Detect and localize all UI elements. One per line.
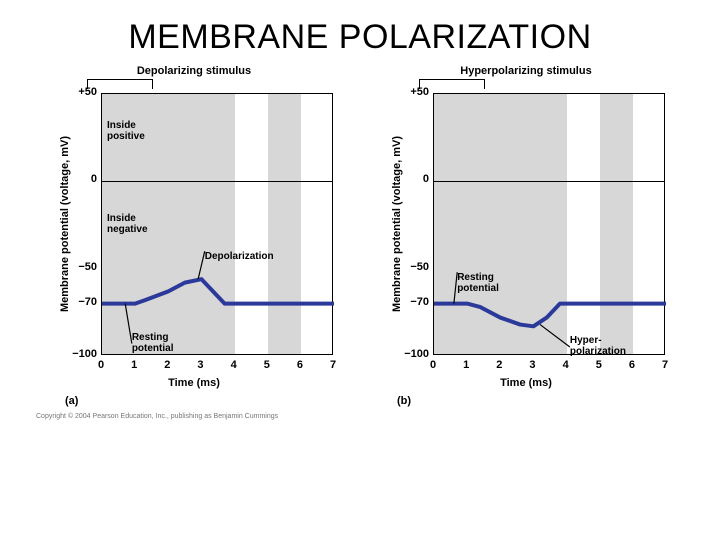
- panel-b-xtick: 6: [629, 359, 635, 371]
- copyright-text: Copyright © 2004 Pearson Education, Inc.…: [36, 413, 720, 420]
- panel-b-stimulus-bracket: [419, 79, 485, 93]
- panel-b-xtick: 2: [496, 359, 502, 371]
- panel-a-stimulus-label: Depolarizing stimulus: [137, 65, 251, 77]
- panel-b-ylabel: Membrane potential (voltage, mV): [387, 136, 403, 312]
- panel-b-stimulus-label: Hyperpolarizing stimulus: [460, 65, 591, 77]
- panel-a-xtick: 4: [231, 359, 237, 371]
- panel-b-xtick: 4: [563, 359, 569, 371]
- chart-panels: Depolarizing stimulus Membrane potential …: [0, 65, 720, 407]
- panel-b-plot-area: RestingpotentialHyper-polarization: [433, 93, 665, 355]
- panel-a-ytick: 0: [91, 173, 97, 185]
- panel-b-xtick: 5: [596, 359, 602, 371]
- panel-b-xtick: 1: [463, 359, 469, 371]
- panel-a-ylabel: Membrane potential (voltage, mV): [55, 136, 71, 312]
- panel-b-xlabel: Time (ms): [500, 377, 552, 389]
- panel-a-leader-resting_potential: [102, 94, 334, 356]
- panel-a: Depolarizing stimulus Membrane potential …: [37, 65, 351, 407]
- panel-b-ytick: 0: [423, 173, 429, 185]
- panel-a-ytick: −70: [78, 296, 97, 308]
- panel-b-letter: (b): [397, 395, 411, 407]
- panel-b-ytick: +50: [410, 86, 429, 98]
- panel-b-ytick: −50: [410, 261, 429, 273]
- panel-a-xlabel: Time (ms): [168, 377, 220, 389]
- page-title: MEMBRANE POLARIZATION: [0, 18, 720, 57]
- panel-a-stimulus-bracket: [87, 79, 153, 93]
- panel-b-ytick: −100: [404, 348, 429, 360]
- panel-b-chart-row: Membrane potential (voltage, mV)+500−50−…: [387, 93, 665, 355]
- panel-a-letter: (a): [65, 395, 78, 407]
- panel-a-xtick: 5: [264, 359, 270, 371]
- panel-b-xticks: 01234567: [434, 359, 666, 375]
- panel-a-xtick: 3: [197, 359, 203, 371]
- panel-a-xtick: 6: [297, 359, 303, 371]
- panel-b-ytick: −70: [410, 296, 429, 308]
- panel-b: Hyperpolarizing stimulus Membrane potenti…: [369, 65, 683, 407]
- panel-b-xtick: 3: [529, 359, 535, 371]
- panel-b-xtick: 0: [430, 359, 436, 371]
- panel-a-ytick: −50: [78, 261, 97, 273]
- panel-b-leader-hyperpolarization: [434, 94, 666, 356]
- panel-a-xticks: 01234567: [102, 359, 334, 375]
- panel-a-yticks: +500−50−70−100: [71, 93, 101, 355]
- panel-a-ytick: −100: [72, 348, 97, 360]
- panel-a-chart-row: Membrane potential (voltage, mV)+500−50−…: [55, 93, 333, 355]
- panel-b-yticks: +500−50−70−100: [403, 93, 433, 355]
- panel-a-plot-area: InsidepositiveInsidenegativeDepolarizati…: [101, 93, 333, 355]
- panel-a-xtick: 0: [98, 359, 104, 371]
- panel-a-ytick: +50: [78, 86, 97, 98]
- panel-a-xtick: 1: [131, 359, 137, 371]
- panel-b-xtick: 7: [662, 359, 668, 371]
- panel-a-xtick: 7: [330, 359, 336, 371]
- panel-a-xtick: 2: [164, 359, 170, 371]
